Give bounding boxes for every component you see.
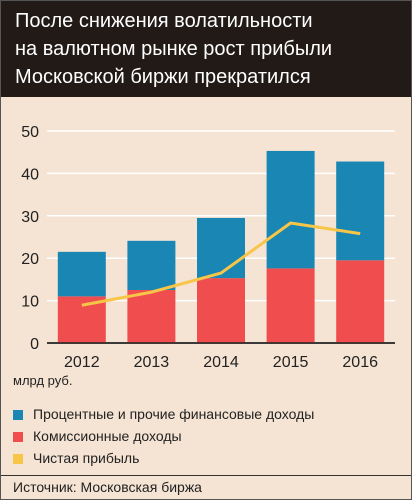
legend-label-interest: Процентные и прочие финансовые доходы — [33, 406, 315, 422]
x-tick-label-2016: 2016 — [342, 354, 378, 371]
legend-label-commission: Комиссионные доходы — [33, 428, 182, 444]
source-note: Источник: Московская биржа — [13, 479, 202, 495]
bar-1-2015 — [266, 150, 315, 269]
x-tick-label-2012: 2012 — [64, 354, 100, 371]
bar-0-2013 — [127, 290, 176, 343]
bar-0-2014 — [197, 278, 245, 343]
bar-0-2016 — [336, 260, 385, 343]
title-line-1: После снижения волатильности — [15, 10, 313, 32]
line-series-net-profit — [81, 221, 361, 307]
source-divider — [1, 475, 411, 476]
legend-label-net-profit: Чистая прибыль — [33, 450, 140, 466]
y-tick-label-10: 10 — [21, 294, 39, 311]
legend-swatch-commission — [13, 432, 23, 442]
bar-1-2013 — [127, 240, 176, 290]
title-line-3: Московской биржи прекратился — [15, 66, 311, 88]
x-tick-label-2013: 2013 — [134, 354, 170, 371]
chart-plot: 0 10 20 30 40 50 2012 2013 2014 2015 2016 — [21, 124, 395, 371]
bar-1-2016 — [336, 161, 385, 261]
legend-swatch-interest — [13, 410, 23, 420]
y-tick-label-30: 30 — [21, 209, 39, 226]
x-tick-label-2015: 2015 — [273, 354, 309, 371]
x-tick-label-2014: 2014 — [203, 354, 239, 371]
header-band: После снижения волатильности на валютном… — [1, 1, 411, 97]
y-tick-label-0: 0 — [30, 336, 39, 353]
y-tick-label-50: 50 — [21, 124, 39, 141]
bar-0-2015 — [266, 268, 315, 343]
bar-1-2012 — [57, 251, 106, 297]
y-axis-unit-label: млрд руб. — [13, 373, 73, 388]
chart-title: После снижения волатильности на валютном… — [15, 7, 405, 91]
title-line-2: на валютном рынке рост прибыли — [15, 38, 333, 60]
y-tick-label-40: 40 — [21, 166, 39, 183]
legend-swatch-net-profit — [13, 454, 23, 464]
y-tick-label-20: 20 — [21, 251, 39, 268]
bar-1-2014 — [197, 217, 245, 279]
